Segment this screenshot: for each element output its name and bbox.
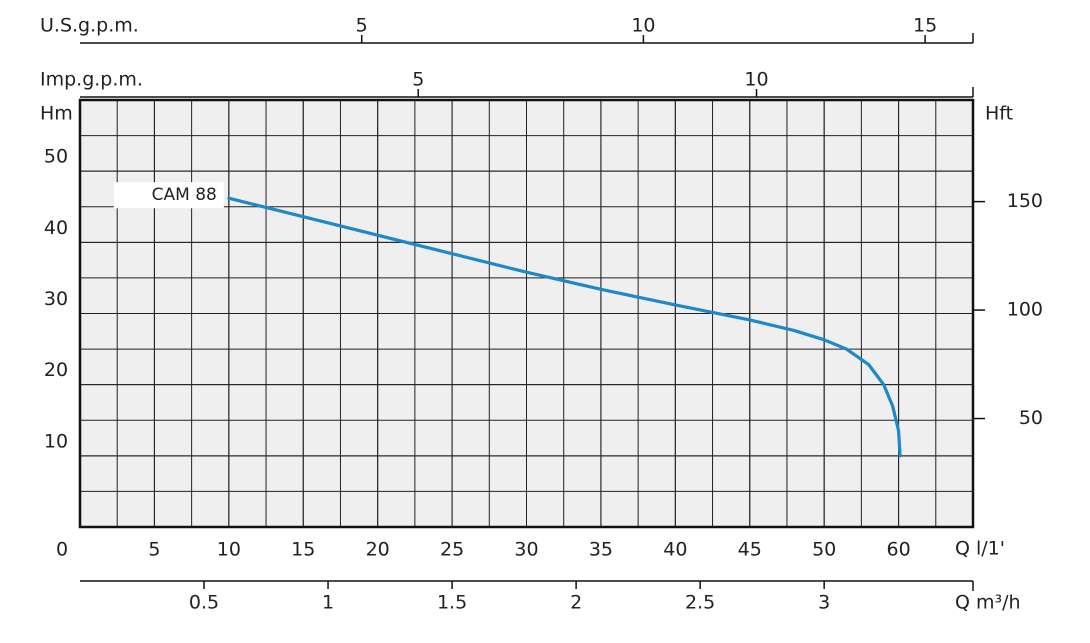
y-tick-label: 50 [44,146,68,168]
y-tick-label: 10 [44,430,68,452]
bottom-tick-label: 2 [570,592,582,614]
x-tick-label: 5 [148,539,160,561]
top-tick-label: 15 [913,15,937,37]
x-tick-label: 35 [589,539,613,561]
top-tick-label: 10 [744,69,768,91]
pump-curve [227,196,902,458]
x-tick-label: 25 [440,539,464,561]
x-tick-label: 15 [291,539,315,561]
y-axis-label: Hm [40,103,73,125]
bottom-tick-label: 2.5 [685,592,715,614]
series-label-bg [113,182,224,209]
bottom-tick-label: 1.5 [437,592,467,614]
top-axis-label: Imp.g.p.m. [40,69,143,91]
series-label: CAM 88 [152,185,217,205]
bottom-tick-label: 1 [322,592,334,614]
top-tick-label: 5 [412,69,424,91]
y-tick-label: 20 [44,359,68,381]
y2-axis-label: Hft [985,103,1013,125]
x-tick-label: 60 [886,539,910,561]
x-tick-label: 10 [217,539,241,561]
y-tick-label: 30 [44,288,68,310]
x-tick-label: 30 [514,539,538,561]
top-tick-label: 5 [356,15,368,37]
top-axis-label: U.S.g.p.m. [40,15,139,37]
x-axis-label: Q l/1' [955,538,1005,560]
bottom-axis-label: Q m³/h [955,592,1021,614]
x-tick-label: 20 [366,539,390,561]
y-tick-label: 40 [44,217,68,239]
y2-tick-label: 50 [1019,407,1043,429]
x-tick-label: 45 [738,539,762,561]
bottom-tick-label: 3 [818,592,830,614]
plot-frame [78,98,975,529]
y2-tick-label: 150 [1007,190,1043,212]
x-tick-label: 50 [812,539,836,561]
y2-tick-label: 100 [1007,299,1043,321]
bottom-tick-label: 0.5 [189,592,219,614]
x-tick-label: 40 [663,539,687,561]
top-tick-label: 10 [631,15,655,37]
x-tick-label: 0 [56,539,68,561]
